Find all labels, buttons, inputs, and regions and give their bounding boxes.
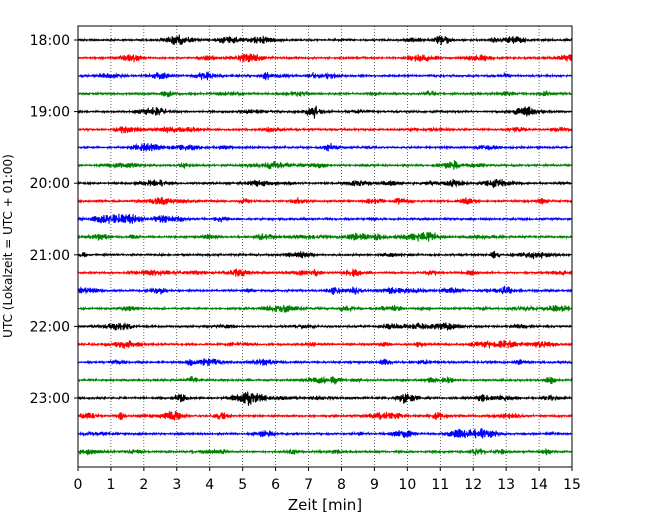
y-axis: 18:00 19:00 20:00 21:00 22:00 23:00 xyxy=(30,33,78,407)
x-tick-label: 8 xyxy=(337,477,346,493)
x-tick-label: 12 xyxy=(464,477,482,493)
y-tick-label: 21:00 xyxy=(30,248,70,264)
y-axis-title: UTC (Lokalzeit = UTC + 01:00) xyxy=(1,154,15,338)
trace-line xyxy=(77,410,573,421)
trace-line xyxy=(77,391,573,406)
trace-line xyxy=(77,53,573,63)
x-axis: 0 1 2 3 4 5 6 7 8 9 10 11 12 13 14 15 xyxy=(74,467,581,493)
trace-line xyxy=(77,250,573,260)
x-tick-label: 3 xyxy=(172,477,181,493)
trace-line xyxy=(77,358,573,367)
trace-group xyxy=(77,34,573,457)
trace-line xyxy=(77,178,573,189)
x-tick-label: 0 xyxy=(74,477,83,493)
x-tick-label: 6 xyxy=(271,477,280,493)
y-tick-label: 22:00 xyxy=(30,319,70,335)
trace-line xyxy=(77,448,573,457)
trace-line xyxy=(77,428,573,439)
plot-frame xyxy=(77,25,573,468)
x-tick-label: 11 xyxy=(431,477,449,493)
trace-line xyxy=(77,232,573,242)
x-tick-label: 7 xyxy=(304,477,313,493)
x-tick-label: 2 xyxy=(139,477,148,493)
y-tick-label: 19:00 xyxy=(30,105,70,121)
trace-line xyxy=(77,304,573,313)
trace-line xyxy=(77,71,573,81)
x-axis-title: Zeit [min] xyxy=(288,496,362,514)
x-tick-label: 4 xyxy=(205,477,214,493)
trace-line xyxy=(77,105,573,119)
y-tick-label: 23:00 xyxy=(30,391,70,407)
trace-line xyxy=(77,34,573,46)
trace-line xyxy=(77,268,573,277)
x-tick-label: 13 xyxy=(497,477,515,493)
y-tick-label: 20:00 xyxy=(30,176,70,192)
trace-line xyxy=(77,160,573,170)
x-tick-label: 5 xyxy=(238,477,247,493)
trace-line xyxy=(77,375,573,385)
trace-line xyxy=(77,197,573,206)
trace-line xyxy=(77,213,573,224)
trace-line xyxy=(77,125,573,134)
x-tick-label: 14 xyxy=(530,477,548,493)
trace-line xyxy=(77,285,573,295)
trace-line xyxy=(77,89,573,98)
x-tick-label: 15 xyxy=(563,477,581,493)
trace-line xyxy=(77,142,573,152)
y-tick-label: 18:00 xyxy=(30,33,70,49)
trace-line xyxy=(77,322,573,332)
trace-line xyxy=(77,339,573,349)
x-tick-label: 10 xyxy=(398,477,416,493)
x-tick-label: 9 xyxy=(370,477,379,493)
x-tick-label: 1 xyxy=(106,477,115,493)
